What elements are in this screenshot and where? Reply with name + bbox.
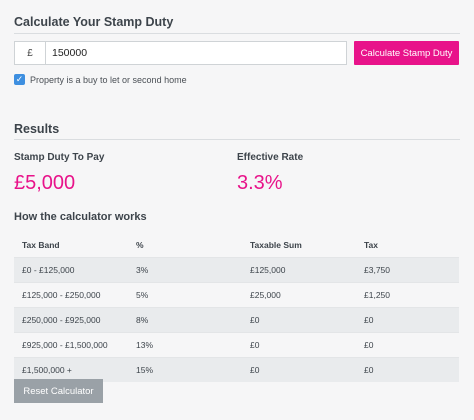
table-row: £0 - £125,000 3% £125,000 £3,750 [14, 257, 459, 283]
taxable-sum-cell: £0 [242, 307, 356, 333]
tax-cell: £0 [356, 332, 459, 358]
taxable-sum-cell: £0 [242, 357, 356, 382]
how-it-works-title: How the calculator works [14, 211, 147, 223]
effective-rate-value: 3.3% [237, 172, 283, 194]
tax-band-cell: £250,000 - £925,000 [14, 307, 128, 333]
column-header-tax-band: Tax Band [14, 233, 128, 258]
results-title: Results [14, 122, 60, 136]
property-price-input[interactable] [46, 42, 346, 64]
tax-cell: £0 [356, 307, 459, 333]
tax-band-cell: £925,000 - £1,500,000 [14, 332, 128, 358]
rate-cell: 5% [128, 282, 242, 308]
column-header-tax: Tax [356, 233, 459, 258]
tax-cell: £0 [356, 357, 459, 382]
reset-calculator-button[interactable]: Reset Calculator [14, 379, 103, 403]
buy-to-let-checkbox[interactable]: ✓ [14, 74, 25, 85]
rate-cell: 15% [128, 357, 242, 382]
rate-cell: 3% [128, 257, 242, 283]
currency-addon: £ [15, 42, 46, 64]
taxable-sum-cell: £25,000 [242, 282, 356, 308]
effective-rate-label: Effective Rate [237, 152, 304, 163]
amount-input-group: £ [14, 41, 347, 65]
tax-band-cell: £0 - £125,000 [14, 257, 128, 283]
table-row: £250,000 - £925,000 8% £0 £0 [14, 307, 459, 333]
table-row: £925,000 - £1,500,000 13% £0 £0 [14, 332, 459, 358]
calculate-stamp-duty-button[interactable]: Calculate Stamp Duty [354, 41, 459, 65]
divider [14, 139, 460, 140]
divider [14, 33, 460, 34]
buy-to-let-label: Property is a buy to let or second home [30, 74, 187, 85]
taxable-sum-cell: £0 [242, 332, 356, 358]
rate-cell: 8% [128, 307, 242, 333]
tax-band-cell: £125,000 - £250,000 [14, 282, 128, 308]
column-header-percent: % [128, 233, 242, 258]
buy-to-let-row[interactable]: ✓ Property is a buy to let or second hom… [14, 74, 187, 85]
calculator-title: Calculate Your Stamp Duty [14, 15, 174, 29]
rate-cell: 13% [128, 332, 242, 358]
table-row: £125,000 - £250,000 5% £25,000 £1,250 [14, 282, 459, 308]
tax-band-cell: £1,500,000 + [14, 357, 128, 382]
taxable-sum-cell: £125,000 [242, 257, 356, 283]
tax-cell: £3,750 [356, 257, 459, 283]
tax-cell: £1,250 [356, 282, 459, 308]
column-header-taxable-sum: Taxable Sum [242, 233, 356, 258]
table-header-row: Tax Band % Taxable Sum Tax [14, 233, 459, 258]
stamp-duty-value: £5,000 [14, 172, 76, 194]
table-row: £1,500,000 + 15% £0 £0 [14, 357, 459, 382]
stamp-duty-label: Stamp Duty To Pay [14, 152, 105, 163]
tax-band-table: Tax Band % Taxable Sum Tax £0 - £125,000… [14, 233, 459, 382]
